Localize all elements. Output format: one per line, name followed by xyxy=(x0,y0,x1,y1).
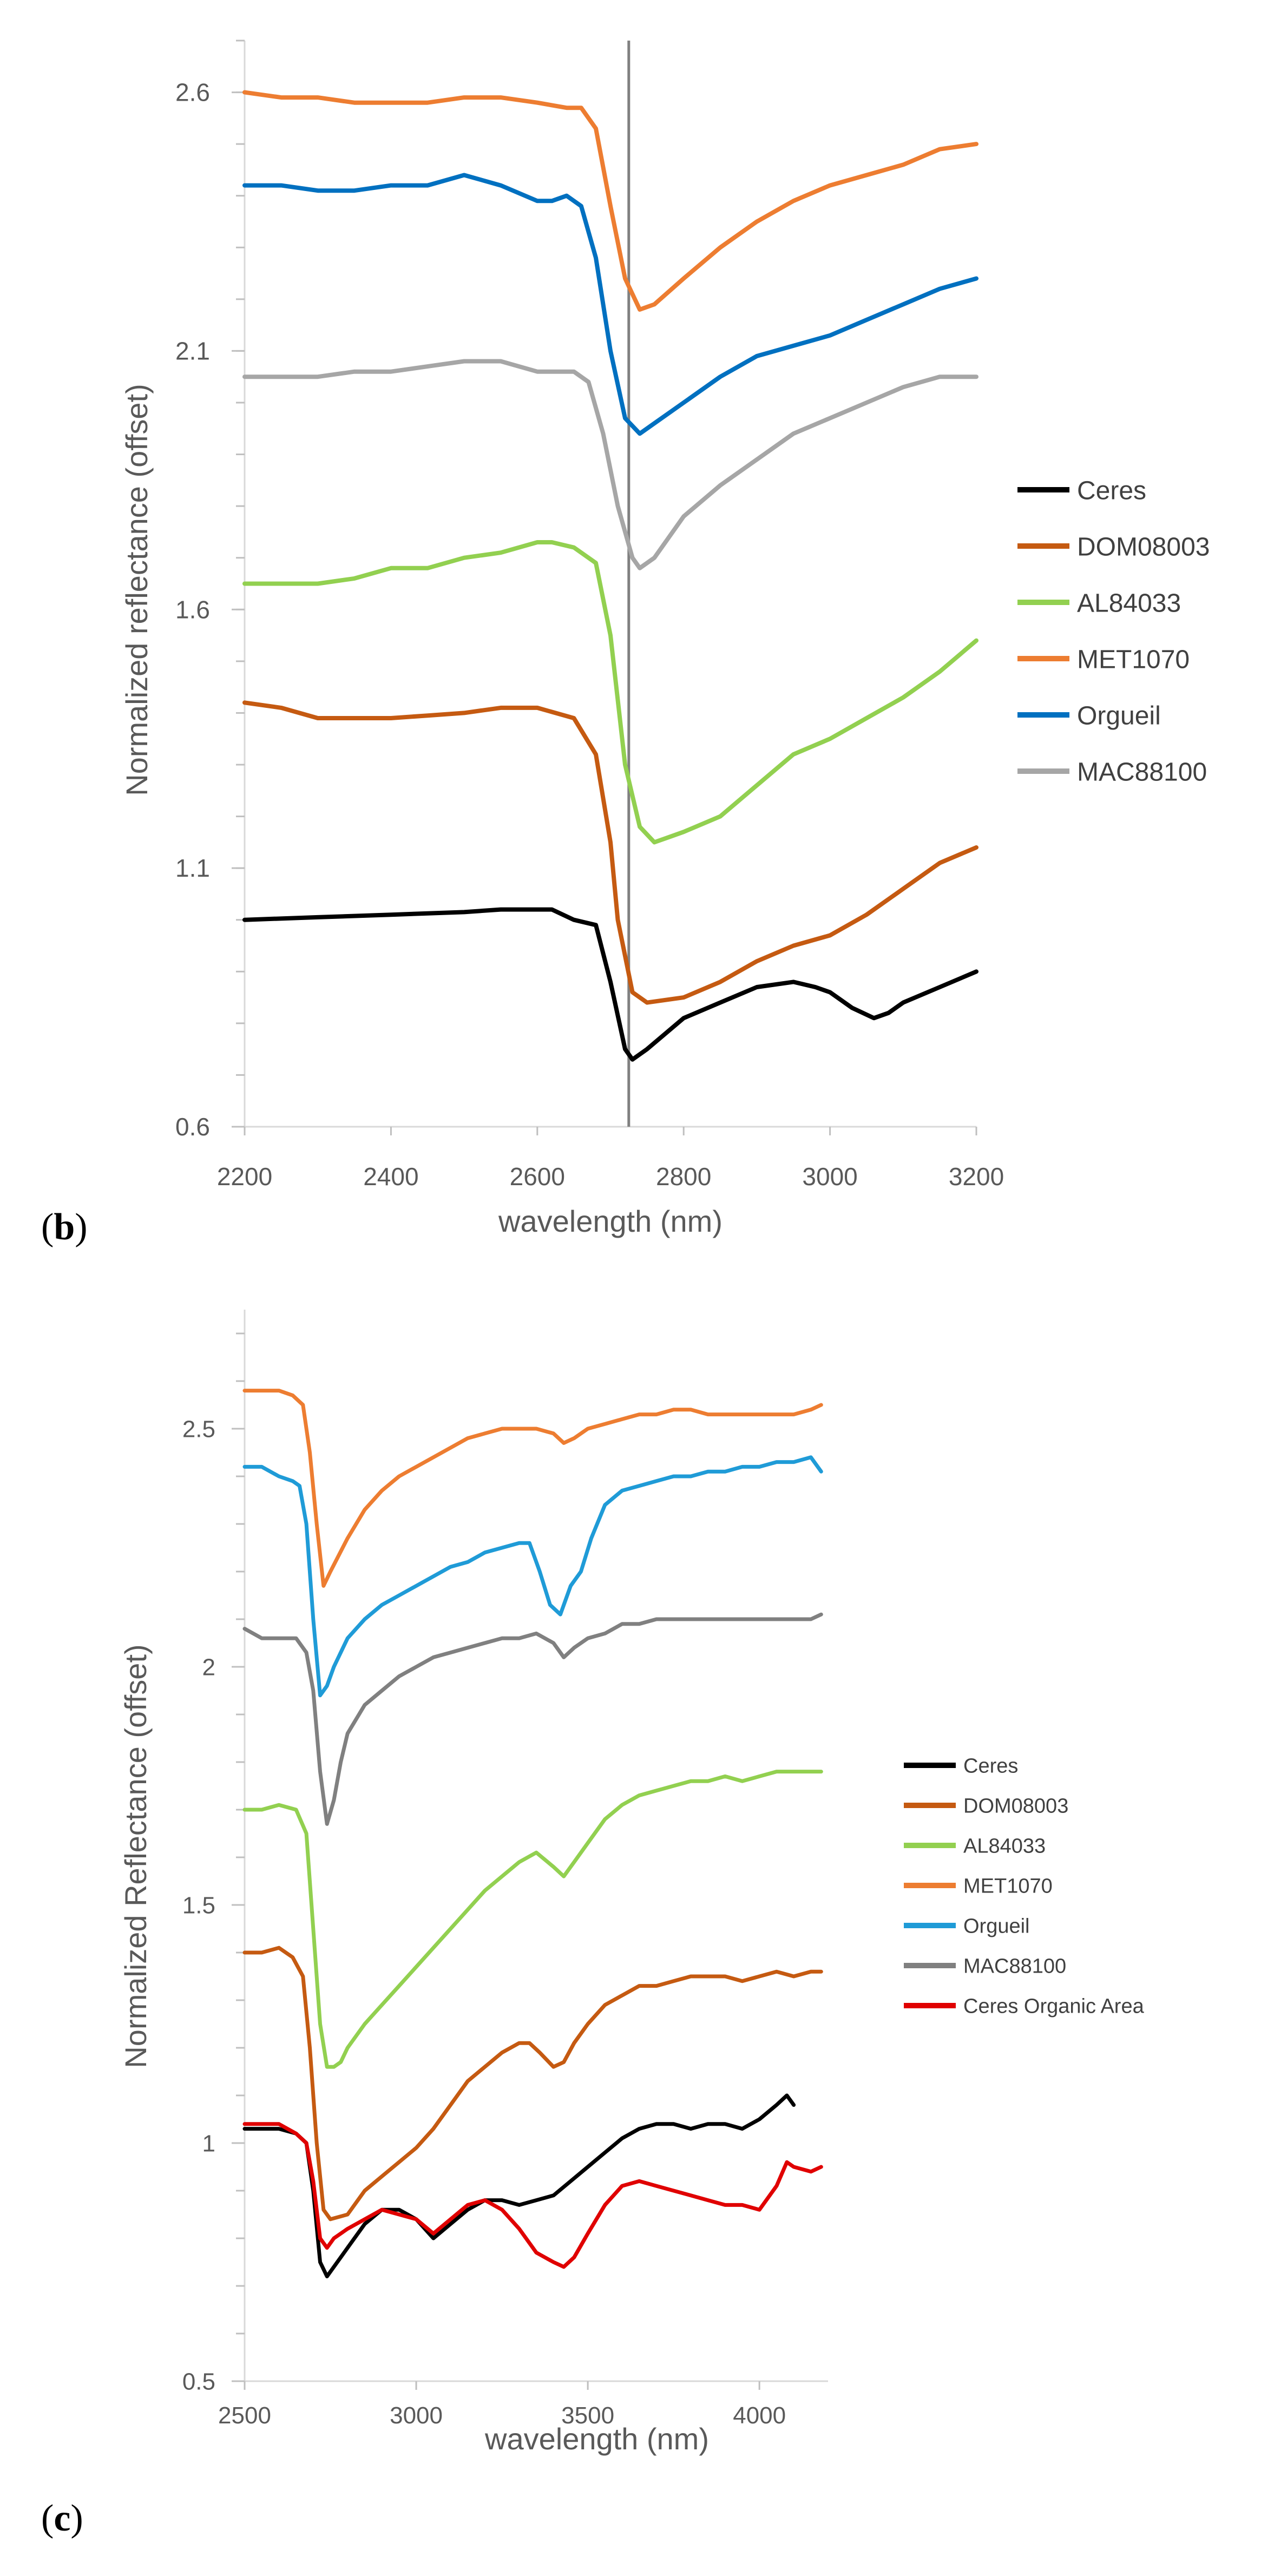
chart-b-x-tick-label: 2800 xyxy=(656,1162,711,1191)
chart-c-legend-label: MET1070 xyxy=(963,1875,1053,1898)
chart-b-series-ceres xyxy=(242,907,979,1062)
chart-b-x-tick-label: 2200 xyxy=(217,1162,272,1191)
chart-b-legend-label: Orgueil xyxy=(1077,701,1161,730)
chart-b-series-orgueil xyxy=(242,173,979,436)
chart-b-series-al84033 xyxy=(242,540,979,845)
panel-c-label: (c) xyxy=(41,2498,83,2539)
chart-c-x-tick-label: 3000 xyxy=(390,2402,443,2429)
panel-b-paren-close: ) xyxy=(75,1206,87,1248)
chart-c: 0.5 1 1.5 2 2.5 2500 3000 3500 4000 Ceres DOM0800… xyxy=(41,1310,1145,2539)
chart-b-x-tick-label: 3200 xyxy=(949,1162,1004,1191)
chart-b-legend-label: MET1070 xyxy=(1077,645,1190,674)
chart-b-y-tick-label: 0.6 xyxy=(175,1113,210,1141)
chart-c-series-dom08003 xyxy=(242,1946,823,2222)
chart-b-legend: Ceres DOM08003 AL84033 MET1070 Orgueil MAC881… xyxy=(1017,476,1210,786)
chart-b-legend-label: MAC88100 xyxy=(1077,758,1207,786)
chart-c-y-tick-label: 1 xyxy=(202,2130,215,2157)
chart-c-legend-label: DOM08003 xyxy=(963,1795,1068,1818)
chart-b-y-tick-label: 1.6 xyxy=(175,595,210,623)
chart-b-y-tick-label: 2.1 xyxy=(175,337,210,365)
chart-c-y-tick-label: 0.5 xyxy=(182,2368,215,2395)
chart-b-series-dom08003 xyxy=(242,700,979,1005)
chart-c-y-tick-label: 2.5 xyxy=(182,1416,215,1442)
chart-c-series-mac88100 xyxy=(242,1612,823,1826)
chart-c-legend-label: Orgueil xyxy=(963,1915,1030,1938)
chart-c-series-ceres xyxy=(242,2093,796,2278)
chart-c-legend-label: AL84033 xyxy=(963,1835,1046,1858)
chart-b-series-met1070 xyxy=(242,90,979,312)
chart-b-legend-label: DOM08003 xyxy=(1077,533,1210,561)
panel-c-paren-close: ) xyxy=(70,2498,83,2539)
chart-b-x-axis-title: wavelength (nm) xyxy=(498,1204,723,1238)
chart-c-legend-label: Ceres xyxy=(963,1755,1018,1778)
chart-c-y-tick-label: 1.5 xyxy=(182,1892,215,1918)
chart-c-series xyxy=(242,1389,823,2278)
chart-b-series xyxy=(242,90,979,1062)
chart-c-y-tick-label: 2 xyxy=(202,1654,215,1680)
chart-c-series-ceres-organic-area xyxy=(242,2122,823,2269)
chart-c-x-axis-title: wavelength (nm) xyxy=(484,2422,709,2456)
chart-c-axes: 0.5 1 1.5 2 2.5 2500 3000 3500 4000 xyxy=(182,1310,828,2429)
chart-c-legend: Ceres DOM08003 AL84033 MET1070 Orgueil MAC881… xyxy=(904,1755,1145,2018)
chart-c-x-tick-label: 3500 xyxy=(561,2402,614,2429)
chart-b-x-tick-label: 3000 xyxy=(802,1162,857,1191)
chart-b-x-tick-label: 2400 xyxy=(363,1162,418,1191)
chart-c-x-tick-label: 4000 xyxy=(733,2402,786,2429)
panel-c-letter: c xyxy=(54,2498,70,2539)
chart-c-series-met1070 xyxy=(242,1389,823,1588)
panel-b-paren-open: ( xyxy=(41,1206,54,1248)
chart-c-x-tick-label: 2500 xyxy=(218,2402,271,2429)
chart-b-series-mac88100 xyxy=(242,359,979,570)
chart-b-legend-label: AL84033 xyxy=(1077,589,1181,617)
chart-c-y-axis-title: Normalized Reflectance (offset) xyxy=(119,1644,153,2068)
chart-b-y-axis-title: Normalized reflectance (offset) xyxy=(120,384,154,796)
chart-b-x-tick-label: 2600 xyxy=(510,1162,565,1191)
chart-c-legend-label: Ceres Organic Area xyxy=(963,1995,1145,2018)
panel-c-paren-open: ( xyxy=(41,2498,54,2539)
panel-b-letter: b xyxy=(54,1206,75,1248)
chart-b-legend-label: Ceres xyxy=(1077,476,1146,505)
chart-b-y-tick-label: 2.6 xyxy=(175,78,210,107)
chart-c-series-orgueil xyxy=(242,1455,823,1698)
chart-c-legend-label: MAC88100 xyxy=(963,1955,1066,1978)
panel-b-label: (b) xyxy=(41,1206,88,1248)
chart-c-series-al84033 xyxy=(242,1770,823,2069)
chart-b-y-tick-label: 1.1 xyxy=(175,854,210,882)
